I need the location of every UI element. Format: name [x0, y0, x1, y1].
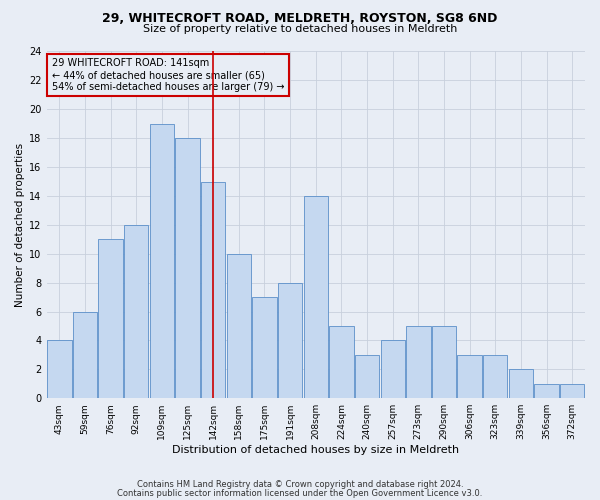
X-axis label: Distribution of detached houses by size in Meldreth: Distribution of detached houses by size … — [172, 445, 460, 455]
Text: Size of property relative to detached houses in Meldreth: Size of property relative to detached ho… — [143, 24, 457, 34]
Bar — [253, 297, 277, 398]
Bar — [329, 326, 353, 398]
Bar — [355, 355, 379, 398]
Bar — [124, 225, 148, 398]
Bar — [380, 340, 405, 398]
Bar — [98, 240, 123, 398]
Text: Contains public sector information licensed under the Open Government Licence v3: Contains public sector information licen… — [118, 490, 482, 498]
Bar — [509, 370, 533, 398]
Bar — [175, 138, 200, 398]
Bar — [432, 326, 456, 398]
Bar — [227, 254, 251, 398]
Text: 29 WHITECROFT ROAD: 141sqm
← 44% of detached houses are smaller (65)
54% of semi: 29 WHITECROFT ROAD: 141sqm ← 44% of deta… — [52, 58, 284, 92]
Text: 29, WHITECROFT ROAD, MELDRETH, ROYSTON, SG8 6ND: 29, WHITECROFT ROAD, MELDRETH, ROYSTON, … — [103, 12, 497, 26]
Bar — [483, 355, 508, 398]
Bar — [150, 124, 174, 398]
Bar — [201, 182, 226, 398]
Bar — [457, 355, 482, 398]
Bar — [278, 282, 302, 398]
Y-axis label: Number of detached properties: Number of detached properties — [15, 143, 25, 307]
Text: Contains HM Land Registry data © Crown copyright and database right 2024.: Contains HM Land Registry data © Crown c… — [137, 480, 463, 489]
Bar — [73, 312, 97, 398]
Bar — [560, 384, 584, 398]
Bar — [406, 326, 431, 398]
Bar — [304, 196, 328, 398]
Bar — [535, 384, 559, 398]
Bar — [47, 340, 71, 398]
